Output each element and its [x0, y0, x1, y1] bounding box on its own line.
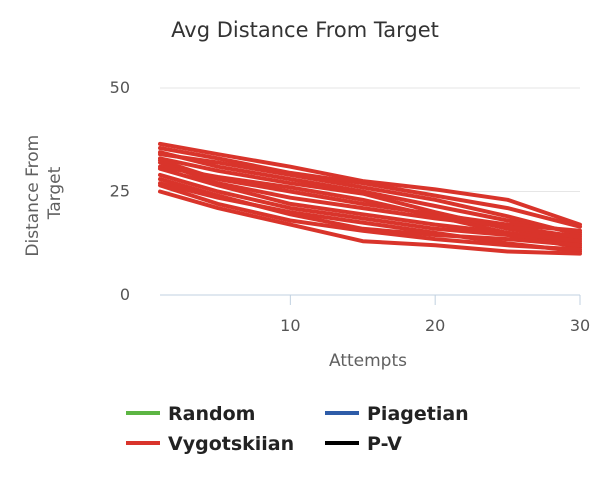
chart-title: Avg Distance From Target — [171, 18, 439, 42]
series-line-13 — [158, 183, 582, 252]
y-tick-label-0: 0 — [120, 285, 130, 304]
legend-item-p-v[interactable]: P-V — [325, 433, 402, 455]
y-tick-label-25: 25 — [110, 182, 130, 201]
series-line-1 — [158, 141, 582, 227]
legend-label-vygotskiian: Vygotskiian — [168, 433, 294, 455]
series-line-5 — [158, 156, 582, 242]
series-line-14 — [158, 189, 582, 256]
x-axis-label: Attempts — [329, 351, 407, 371]
series-lines — [158, 141, 582, 256]
series-line-7 — [158, 160, 582, 239]
y-axis-label-line-2: Target — [45, 166, 65, 220]
legend: Random Piagetian Vygotskiian P-V — [126, 403, 469, 455]
legend-label-piagetian: Piagetian — [367, 403, 469, 425]
series-line-9 — [158, 166, 582, 244]
x-axis-ticks: 10 20 30 — [280, 295, 590, 335]
series-line-6 — [158, 158, 582, 233]
legend-label-random: Random — [168, 403, 255, 425]
legend-label-p-v: P-V — [367, 433, 402, 455]
series-line-4 — [158, 152, 582, 237]
y-tick-label-50: 50 — [110, 78, 130, 97]
y-axis-ticks: 0 25 50 — [110, 78, 130, 304]
series-line-3 — [158, 150, 582, 235]
series-line-2 — [158, 146, 582, 229]
x-tick-label-20: 20 — [425, 316, 445, 335]
legend-item-random[interactable]: Random — [126, 403, 255, 425]
x-tick-label-10: 10 — [280, 316, 300, 335]
y-axis-label: Distance From Target — [23, 129, 65, 256]
x-tick-label-30: 30 — [570, 316, 590, 335]
series-line-10 — [158, 172, 582, 250]
y-axis-label-line-1: Distance From — [23, 135, 43, 257]
legend-item-vygotskiian[interactable]: Vygotskiian — [126, 433, 294, 455]
legend-item-piagetian[interactable]: Piagetian — [325, 403, 469, 425]
